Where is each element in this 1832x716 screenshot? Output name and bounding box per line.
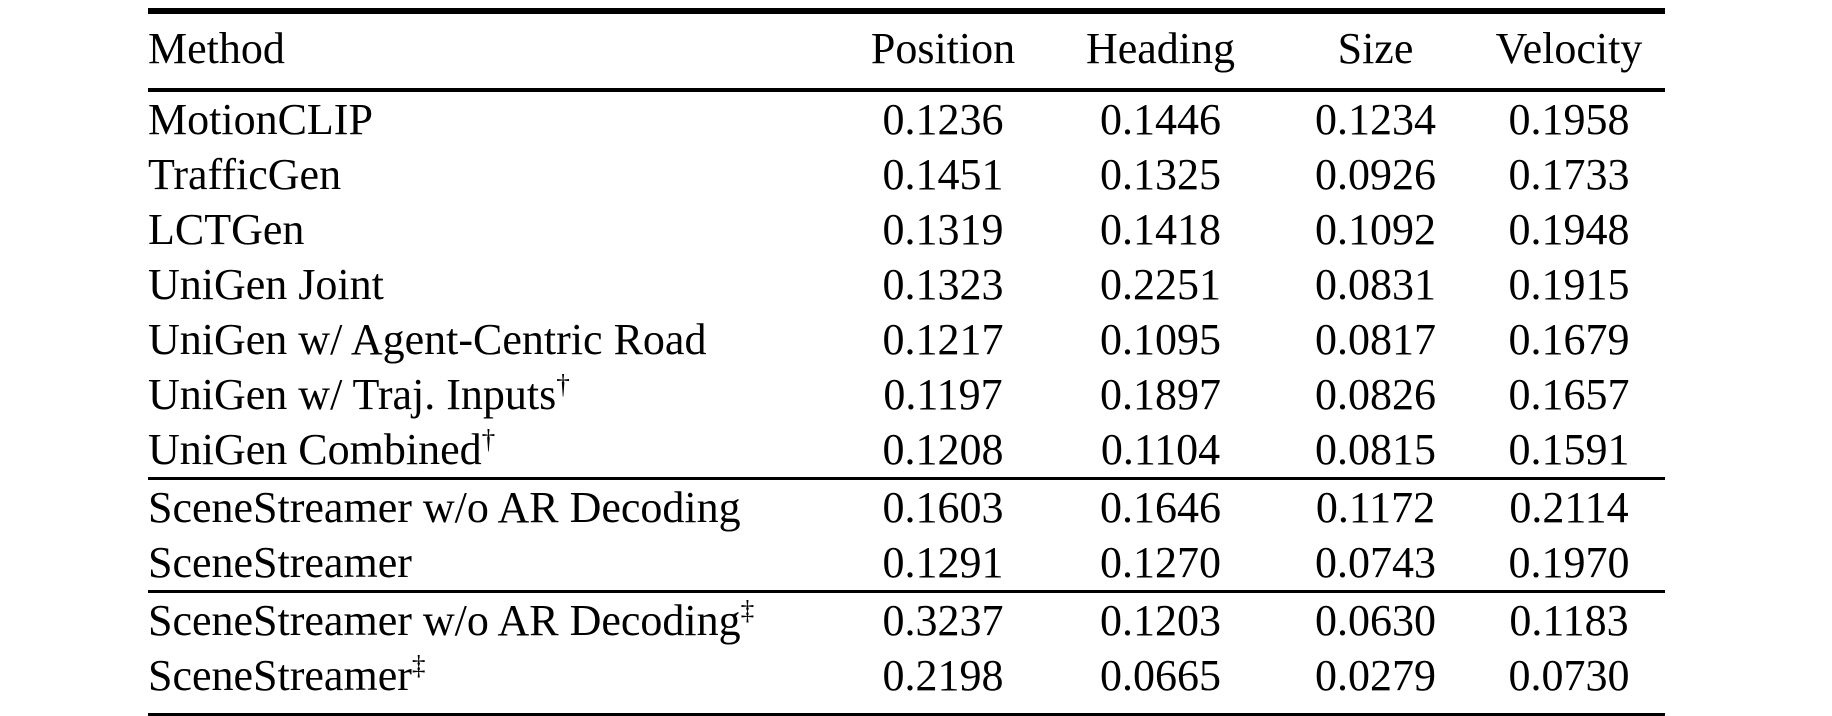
method-label: MotionCLIP	[148, 95, 373, 144]
value-cell: 0.0743	[1315, 538, 1436, 587]
method-cell: LCTGen	[148, 202, 843, 257]
table-row: UniGen Combined† 0.1208 0.1104 0.0815 0.…	[148, 422, 1665, 479]
dagger-superscript: †	[481, 424, 496, 455]
column-header-heading: Heading	[1085, 24, 1236, 73]
value-cell: 0.1095	[1100, 315, 1221, 364]
value-cell: 0.1217	[882, 315, 1004, 364]
method-label: LCTGen	[148, 205, 305, 254]
value-cell: 0.1291	[882, 538, 1004, 587]
value-cell: 0.0279	[1315, 651, 1436, 700]
value-cell: 0.1970	[1508, 538, 1630, 587]
value-cell: 0.1679	[1508, 315, 1630, 364]
double-dagger-superscript: ‡	[740, 595, 755, 626]
value-cell: 0.1172	[1315, 483, 1436, 532]
value-cell: 0.0926	[1315, 150, 1436, 199]
column-header-position: Position	[870, 24, 1016, 73]
value-cell: 0.1657	[1508, 370, 1630, 419]
value-cell: 0.0665	[1100, 651, 1221, 700]
column-header-velocity: Velocity	[1495, 24, 1643, 73]
value-cell: 0.1234	[1315, 95, 1436, 144]
table-row: SceneStreamer 0.1291 0.1270 0.0743 0.197…	[148, 535, 1665, 592]
value-cell: 0.1591	[1508, 425, 1630, 474]
method-cell: MotionCLIP	[148, 90, 843, 147]
value-cell: 0.1325	[1100, 150, 1221, 199]
dagger-superscript: †	[556, 369, 570, 400]
value-cell: 0.0630	[1315, 596, 1436, 645]
value-cell: 0.0815	[1315, 425, 1436, 474]
value-cell: 0.0831	[1315, 260, 1436, 309]
method-label: SceneStreamer	[148, 538, 412, 587]
method-cell: UniGen w/ Agent-Centric Road	[148, 312, 843, 367]
value-cell: 0.1323	[882, 260, 1004, 309]
table-row: LCTGen 0.1319 0.1418 0.1092 0.1948	[148, 202, 1665, 257]
method-cell: UniGen Joint	[148, 257, 843, 312]
value-cell: 0.2114	[1509, 483, 1629, 532]
value-cell: 0.1418	[1100, 205, 1221, 254]
table-row: UniGen w/ Traj. Inputs† 0.1197 0.1897 0.…	[148, 367, 1665, 422]
value-cell: 0.1203	[1100, 596, 1221, 645]
method-label: SceneStreamer	[148, 651, 412, 700]
method-cell: TrafficGen	[148, 147, 843, 202]
table-row: UniGen Joint 0.1323 0.2251 0.0831 0.1915	[148, 257, 1665, 312]
value-cell: 0.1451	[882, 150, 1004, 199]
table-row: SceneStreamer w/o AR Decoding 0.1603 0.1…	[148, 478, 1665, 536]
method-cell: SceneStreamer w/o AR Decoding‡	[148, 592, 843, 649]
value-cell: 0.1183	[1509, 596, 1629, 645]
value-cell: 0.1958	[1508, 95, 1630, 144]
table-row: SceneStreamer w/o AR Decoding‡ 0.3237 0.…	[148, 591, 1665, 649]
value-cell: 0.0817	[1315, 315, 1436, 364]
method-cell: UniGen Combined†	[148, 422, 843, 479]
value-cell: 0.1646	[1100, 483, 1221, 532]
method-label: UniGen w/ Agent-Centric Road	[148, 315, 707, 364]
method-label: UniGen Joint	[148, 260, 384, 309]
value-cell: 0.0730	[1508, 651, 1630, 700]
value-cell: 0.1092	[1315, 205, 1436, 254]
value-cell: 0.1197	[883, 370, 1003, 419]
table-row: MotionCLIP 0.1236 0.1446 0.1234 0.1958	[148, 90, 1665, 147]
value-cell: 0.1948	[1508, 205, 1630, 254]
method-label: UniGen w/ Traj. Inputs	[148, 370, 557, 419]
method-label: UniGen Combined	[148, 425, 482, 474]
value-cell: 0.2198	[882, 651, 1004, 700]
table-row: SceneStreamer‡ 0.2198 0.0665 0.0279 0.07…	[148, 648, 1665, 716]
method-cell: SceneStreamer w/o AR Decoding	[148, 479, 843, 536]
value-cell: 0.1897	[1100, 370, 1221, 419]
value-cell: 0.1319	[882, 205, 1004, 254]
method-cell: SceneStreamer‡	[148, 648, 843, 716]
table-header-row: Method Position Heading Size Velocity	[148, 11, 1665, 90]
value-cell: 0.1733	[1508, 150, 1630, 199]
method-label: SceneStreamer w/o AR Decoding	[148, 483, 741, 532]
results-table: Method Position Heading Size Velocity Mo…	[148, 8, 1665, 716]
value-cell: 0.0826	[1315, 370, 1436, 419]
value-cell: 0.1270	[1100, 538, 1221, 587]
method-cell: SceneStreamer	[148, 535, 843, 592]
table-row: TrafficGen 0.1451 0.1325 0.0926 0.1733	[148, 147, 1665, 202]
method-label: TrafficGen	[148, 150, 342, 199]
value-cell: 0.1104	[1100, 425, 1221, 474]
column-header-method: Method	[148, 24, 285, 73]
value-cell: 0.3237	[882, 596, 1004, 645]
value-cell: 0.1915	[1508, 260, 1630, 309]
value-cell: 0.1236	[882, 95, 1004, 144]
method-label: SceneStreamer w/o AR Decoding	[148, 596, 741, 645]
value-cell: 0.1208	[882, 425, 1004, 474]
method-cell: UniGen w/ Traj. Inputs†	[148, 367, 843, 422]
table-row: UniGen w/ Agent-Centric Road 0.1217 0.10…	[148, 312, 1665, 367]
value-cell: 0.2251	[1100, 260, 1221, 309]
double-dagger-superscript: ‡	[411, 650, 426, 681]
value-cell: 0.1446	[1100, 95, 1221, 144]
column-header-size: Size	[1337, 24, 1414, 73]
value-cell: 0.1603	[882, 483, 1004, 532]
